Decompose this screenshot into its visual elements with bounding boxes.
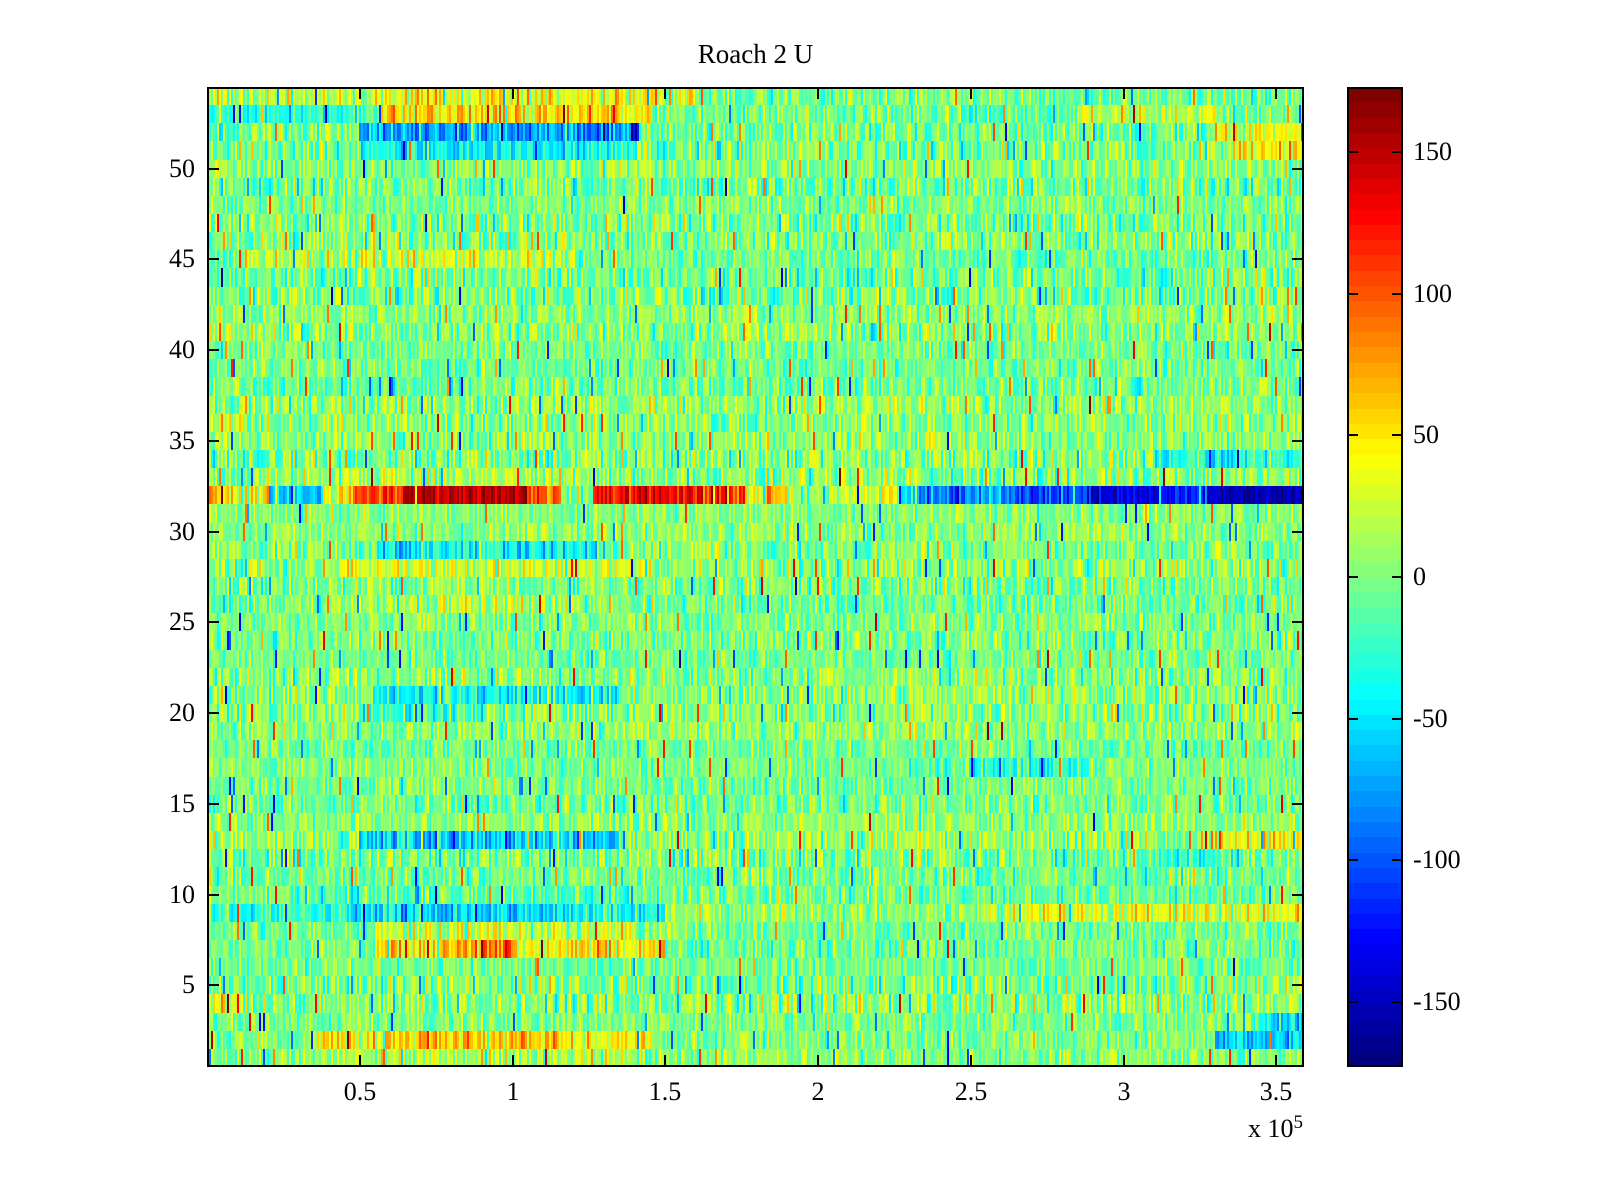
y-tick-label: 45 [169,244,195,273]
chart-title: Roach 2 U [697,39,814,69]
x-tick-label: 2 [811,1077,825,1106]
colorbar [1347,87,1403,1067]
x-scale-prefix: x 10 [1248,1114,1294,1143]
colorbar-tick-label: 50 [1413,420,1439,449]
x-scale-exponent: 5 [1293,1112,1304,1133]
x-tick-label: 1 [506,1077,520,1106]
x-tick-label: 1.5 [648,1077,682,1106]
y-tick-label: 20 [169,698,195,727]
y-tick-label: 25 [169,607,195,636]
y-tick-label: 40 [169,335,195,364]
x-tick-label: 0.5 [343,1077,377,1106]
colorbar-tick-label: 0 [1413,562,1426,591]
colorbar-tick-label: -100 [1413,845,1461,874]
colorbar-tick-label: -50 [1413,704,1448,733]
y-tick-label: 50 [169,154,195,183]
colorbar-tick-label: -150 [1413,987,1461,1016]
y-tick-label: 35 [169,426,195,455]
x-axis-scale-label: x 105 [1050,1106,1303,1146]
x-tick-label: 3.5 [1259,1077,1293,1106]
colorbar-tick-label: 100 [1413,279,1452,308]
y-tick-label: 10 [169,880,195,909]
colorbar-tick-label: 150 [1413,137,1452,166]
x-tick-label: 2.5 [954,1077,988,1106]
y-tick-label: 30 [169,517,195,546]
y-tick-label: 5 [182,970,195,999]
y-tick-label: 15 [169,789,195,818]
x-tick-label: 3 [1117,1077,1131,1106]
heatmap-canvas [207,87,1304,1067]
